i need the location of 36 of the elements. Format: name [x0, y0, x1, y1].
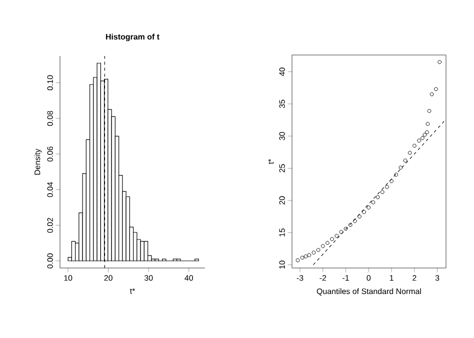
point — [312, 250, 316, 254]
point — [376, 195, 380, 200]
point — [420, 136, 424, 140]
point — [330, 237, 334, 241]
point — [385, 184, 389, 189]
point — [380, 190, 384, 194]
point — [296, 258, 300, 262]
point — [394, 172, 398, 177]
point — [422, 132, 427, 137]
point — [304, 254, 308, 258]
point — [426, 122, 430, 126]
point — [390, 179, 394, 184]
point — [434, 87, 438, 92]
point — [430, 92, 434, 96]
point — [412, 144, 416, 148]
point — [339, 230, 344, 234]
point — [344, 226, 348, 231]
point — [352, 219, 357, 223]
point — [300, 256, 304, 260]
point — [348, 222, 352, 227]
point — [438, 60, 442, 64]
point — [425, 130, 429, 134]
point — [334, 234, 339, 238]
point — [320, 244, 325, 248]
point — [371, 200, 376, 204]
point — [408, 150, 412, 155]
point — [403, 158, 408, 162]
point — [427, 109, 432, 113]
point — [398, 166, 403, 170]
point — [417, 138, 421, 143]
point — [326, 240, 330, 245]
point — [358, 214, 362, 218]
point — [366, 206, 371, 210]
point — [307, 253, 312, 258]
point — [316, 248, 320, 252]
point — [362, 210, 366, 214]
